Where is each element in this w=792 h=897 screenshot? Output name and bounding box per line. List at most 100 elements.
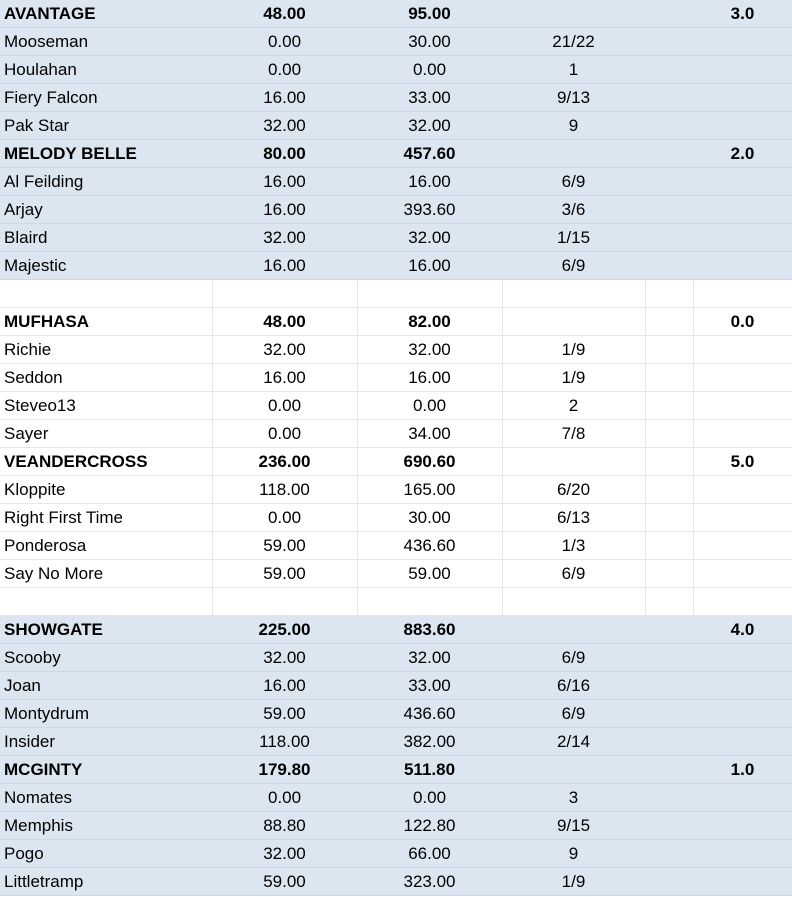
member-value-1: 32.00	[212, 335, 358, 364]
empty-cell	[645, 251, 693, 280]
member-row: Al Feilding 16.00 16.00 6/9	[0, 167, 792, 196]
member-row: Arjay 16.00 393.60 3/6	[0, 195, 792, 224]
member-position: 6/9	[502, 643, 645, 672]
member-row: Richie 32.00 32.00 1/9	[0, 335, 792, 364]
member-position: 1/9	[502, 335, 646, 364]
empty-cell	[693, 587, 792, 616]
member-position: 9/13	[502, 83, 645, 112]
empty-cell	[693, 251, 792, 280]
member-value-2: 32.00	[357, 223, 502, 252]
empty-cell	[645, 0, 693, 28]
team-value-2: 82.00	[357, 307, 503, 336]
member-position: 9	[502, 111, 645, 140]
empty-cell	[693, 419, 792, 448]
member-value-2: 393.60	[357, 195, 502, 224]
team-value-1: 236.00	[212, 447, 358, 476]
member-row: Memphis 88.80 122.80 9/15	[0, 811, 792, 840]
team-name: MUFHASA	[0, 307, 213, 336]
team-value-1: 80.00	[212, 139, 357, 168]
empty-cell	[645, 811, 693, 840]
member-row: Blaird 32.00 32.00 1/15	[0, 223, 792, 252]
member-name: Kloppite	[0, 475, 213, 504]
member-value-2: 0.00	[357, 55, 502, 84]
team-name: MCGINTY	[0, 755, 212, 784]
member-value-2: 32.00	[357, 335, 503, 364]
member-value-1: 59.00	[212, 699, 357, 728]
member-position: 1/9	[502, 363, 646, 392]
member-position: 9	[502, 839, 645, 868]
team-row: MELODY BELLE 80.00 457.60 2.0	[0, 139, 792, 168]
empty-cell	[502, 615, 645, 644]
team-value-2: 457.60	[357, 139, 502, 168]
empty-cell	[645, 727, 693, 756]
member-row: Scooby 32.00 32.00 6/9	[0, 643, 792, 672]
member-name: Blaird	[0, 223, 212, 252]
member-name: Say No More	[0, 559, 213, 588]
member-name: Pak Star	[0, 111, 212, 140]
member-value-2: 33.00	[357, 83, 502, 112]
empty-cell	[645, 55, 693, 84]
empty-cell	[645, 615, 693, 644]
member-position: 21/22	[502, 27, 645, 56]
empty-cell	[693, 867, 792, 896]
member-name: Al Feilding	[0, 167, 212, 196]
empty-cell	[645, 391, 694, 420]
empty-cell	[645, 195, 693, 224]
member-value-2: 30.00	[357, 27, 502, 56]
member-row: Mooseman 0.00 30.00 21/22	[0, 27, 792, 56]
empty-cell	[212, 587, 358, 616]
member-value-2: 32.00	[357, 111, 502, 140]
member-position: 6/9	[502, 559, 646, 588]
empty-cell	[502, 139, 645, 168]
empty-cell	[693, 643, 792, 672]
empty-cell	[693, 111, 792, 140]
empty-cell	[693, 363, 792, 392]
member-position: 1/9	[502, 867, 645, 896]
member-position: 6/13	[502, 503, 646, 532]
empty-cell	[693, 727, 792, 756]
spacer-row	[0, 587, 792, 616]
team-row: SHOWGATE 225.00 883.60 4.0	[0, 615, 792, 644]
member-row: Steveo13 0.00 0.00 2	[0, 391, 792, 420]
team-name: SHOWGATE	[0, 615, 212, 644]
member-value-1: 0.00	[212, 503, 358, 532]
empty-cell	[693, 503, 792, 532]
member-value-1: 32.00	[212, 223, 357, 252]
empty-cell	[645, 839, 693, 868]
member-value-1: 16.00	[212, 83, 357, 112]
member-row: Pogo 32.00 66.00 9	[0, 839, 792, 868]
member-position: 6/9	[502, 699, 645, 728]
member-value-2: 30.00	[357, 503, 503, 532]
team-value-1: 225.00	[212, 615, 357, 644]
empty-cell	[645, 223, 693, 252]
empty-cell	[645, 447, 694, 476]
member-row: Majestic 16.00 16.00 6/9	[0, 251, 792, 280]
member-position: 9/15	[502, 811, 645, 840]
team-row: MUFHASA 48.00 82.00 0.0	[0, 307, 792, 336]
empty-cell	[645, 167, 693, 196]
member-name: Pogo	[0, 839, 212, 868]
member-row: Joan 16.00 33.00 6/16	[0, 671, 792, 700]
empty-cell	[645, 643, 693, 672]
empty-cell	[645, 363, 694, 392]
empty-cell	[357, 279, 503, 308]
team-value-2: 511.80	[357, 755, 502, 784]
member-value-1: 16.00	[212, 671, 357, 700]
member-position: 6/20	[502, 475, 646, 504]
member-value-1: 0.00	[212, 783, 357, 812]
empty-cell	[693, 531, 792, 560]
team-name: VEANDERCROSS	[0, 447, 213, 476]
member-row: Seddon 16.00 16.00 1/9	[0, 363, 792, 392]
member-row: Pak Star 32.00 32.00 9	[0, 111, 792, 140]
team-points: 1.0	[693, 755, 792, 784]
member-value-1: 0.00	[212, 419, 358, 448]
member-value-2: 436.60	[357, 699, 502, 728]
member-value-2: 66.00	[357, 839, 502, 868]
member-name: Houlahan	[0, 55, 212, 84]
member-value-1: 0.00	[212, 391, 358, 420]
team-points: 0.0	[693, 307, 792, 336]
empty-cell	[693, 839, 792, 868]
empty-cell	[502, 0, 645, 28]
member-position: 1	[502, 55, 645, 84]
